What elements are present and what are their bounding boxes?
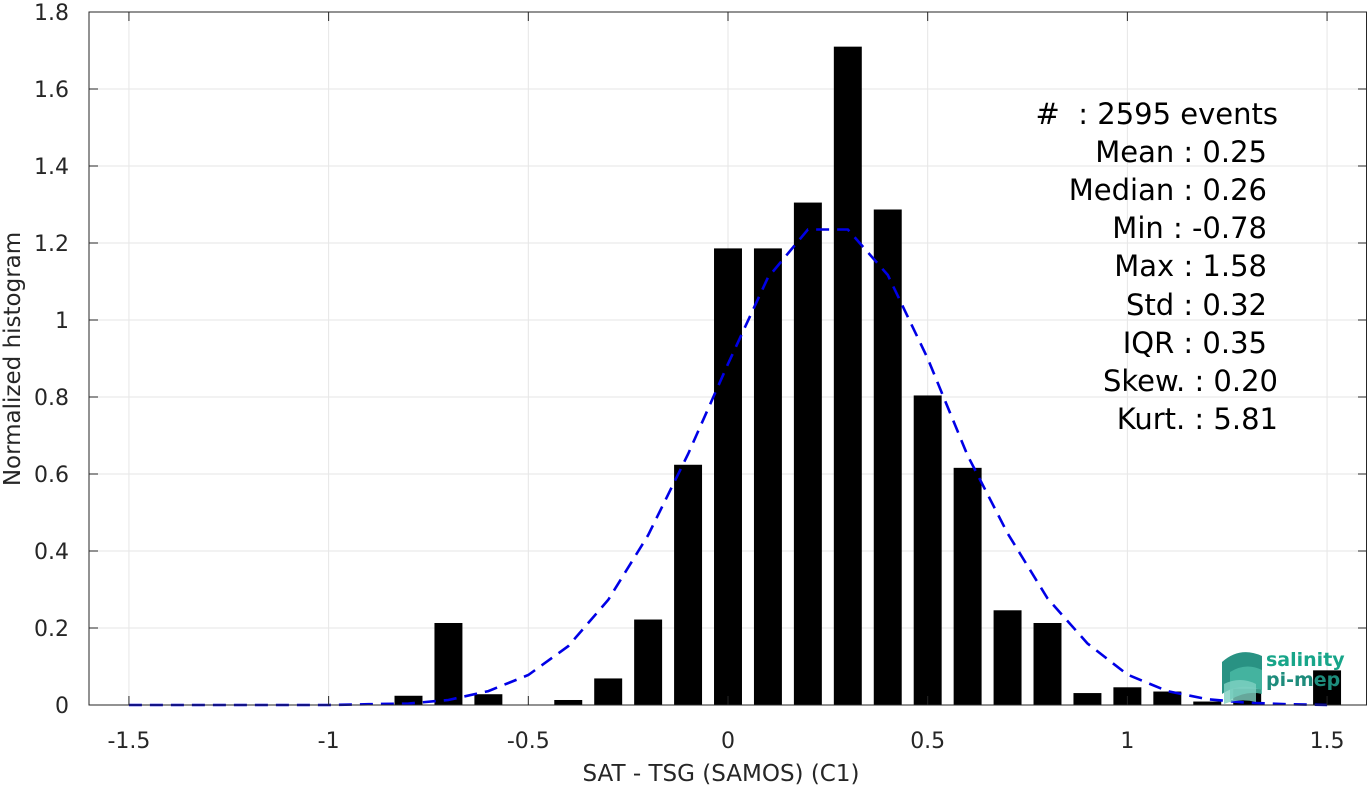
y-axis-label: Normalized histogram — [0, 232, 26, 486]
x-tick-label-1: -1 — [318, 729, 340, 754]
y-tick-label-7: 1.4 — [34, 155, 69, 180]
histogram-bar-14 — [993, 610, 1022, 705]
x-tick-label-4: 0.5 — [910, 729, 945, 754]
y-tick-label-2: 0.4 — [34, 540, 69, 565]
stat-kurt: Kurt. : 5.81 — [1117, 402, 1278, 436]
histogram-bar-12 — [913, 395, 942, 705]
x-tick-label-6: 1.5 — [1310, 729, 1345, 754]
axis-ticks — [89, 11, 1367, 706]
x-tick-labels: -1.5 -1 -0.5 0 0.5 1 1.5 — [107, 729, 1344, 754]
histogram-bar-9 — [793, 202, 822, 705]
histogram-bar-3 — [554, 699, 583, 705]
histogram-bar-0 — [394, 695, 423, 705]
histogram-bar-4 — [594, 678, 623, 705]
histogram-bar-2 — [474, 694, 503, 705]
statistics-annotation: # : 2595 events Mean : 0.25 Median : 0.2… — [1036, 97, 1278, 436]
stat-events: # : 2595 events — [1036, 97, 1278, 131]
x-axis-label: SAT - TSG (SAMOS) (C1) — [583, 761, 860, 785]
logo-wave-icon-3 — [1224, 680, 1256, 704]
histogram-bar-7 — [714, 248, 742, 705]
stat-skew: Skew. : 0.20 — [1103, 364, 1278, 398]
x-tick-label-3: 0 — [721, 729, 735, 754]
x-tick-label-0: -1.5 — [107, 729, 150, 754]
logo-text-pimep: pi-mep — [1266, 669, 1340, 691]
histogram-bar-16 — [1073, 693, 1102, 705]
salinity-pimep-logo: salinity pi-mep — [1222, 649, 1345, 704]
y-tick-label-6: 1.2 — [34, 232, 69, 257]
y-tick-label-3: 0.6 — [34, 463, 69, 488]
y-tick-label-8: 1.6 — [34, 78, 69, 103]
histogram-bar-19 — [1193, 701, 1222, 705]
stat-std: Std : 0.32 — [1126, 288, 1267, 322]
y-tick-labels: 0 0.2 0.4 0.6 0.8 1 1.2 1.4 1.6 1.8 — [34, 1, 69, 719]
histogram-bar-10 — [833, 46, 862, 705]
stat-max: Max : 1.58 — [1114, 249, 1267, 283]
y-tick-label-9: 1.8 — [34, 1, 69, 26]
histogram-bar-13 — [953, 467, 982, 705]
x-tick-label-5: 1 — [1120, 729, 1134, 754]
stat-iqr: IQR : 0.35 — [1123, 326, 1267, 360]
histogram-bar-8 — [753, 248, 782, 705]
y-tick-label-0: 0 — [55, 694, 69, 719]
y-tick-label-4: 0.8 — [34, 386, 69, 411]
x-tick-label-2: -0.5 — [507, 729, 550, 754]
y-tick-label-5: 1 — [55, 309, 69, 334]
y-tick-label-1: 0.2 — [34, 617, 69, 642]
histogram-bar-6 — [674, 464, 703, 705]
histogram-bar-18 — [1153, 691, 1182, 705]
stat-mean: Mean : 0.25 — [1095, 135, 1267, 169]
stat-min: Min : -0.78 — [1112, 211, 1267, 245]
logo-text-salinity: salinity — [1266, 649, 1345, 671]
histogram-bar-1 — [434, 622, 463, 705]
histogram-bars — [394, 46, 1342, 705]
stat-median: Median : 0.26 — [1069, 173, 1267, 207]
histogram-bar-15 — [1033, 622, 1062, 705]
histogram-bar-11 — [873, 209, 902, 705]
histogram-bar-5 — [634, 619, 663, 705]
